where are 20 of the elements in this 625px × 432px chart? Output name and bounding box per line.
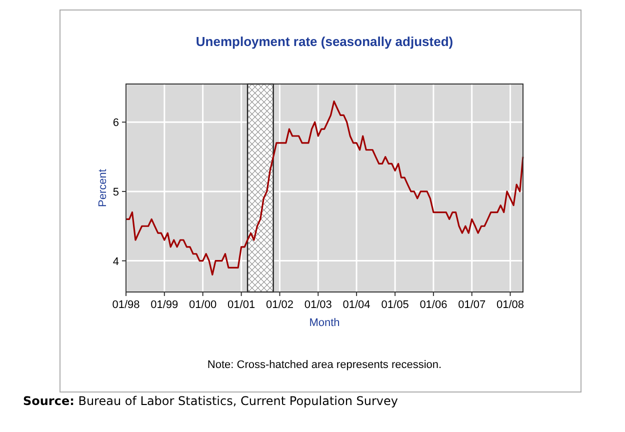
- x-tick-label: 01/02: [266, 299, 294, 311]
- y-tick-label: 4: [112, 256, 119, 268]
- source-note: Source: Bureau of Labor Statistics, Current Population Survey: [23, 394, 398, 408]
- x-axis-title: Month: [309, 317, 340, 329]
- y-axis-title: Percent: [97, 169, 109, 207]
- y-tick-label: 5: [112, 186, 119, 198]
- text: Note: Cross-hatched area represents recession.: [207, 359, 442, 371]
- line-series: [125, 100, 524, 276]
- x-tick-label: 01/00: [189, 299, 217, 311]
- x-tick-label: 01/01: [228, 299, 256, 311]
- x-tick-label: 01/04: [342, 299, 370, 311]
- y-tick-label: 6: [112, 117, 119, 130]
- chart-title: Unemployment rate (seasonally adjusted): [196, 34, 454, 49]
- x-tick-label: 01/07: [458, 299, 486, 311]
- x-tick-label: 01/03: [304, 299, 332, 311]
- x-tick-label: 01/06: [420, 299, 448, 311]
- x-tick-label: 01/98: [112, 299, 140, 311]
- x-tick-label: 01/05: [381, 299, 409, 311]
- x-tick-label: 01/99: [150, 299, 178, 311]
- x-tick-label: 01/08: [496, 299, 524, 311]
